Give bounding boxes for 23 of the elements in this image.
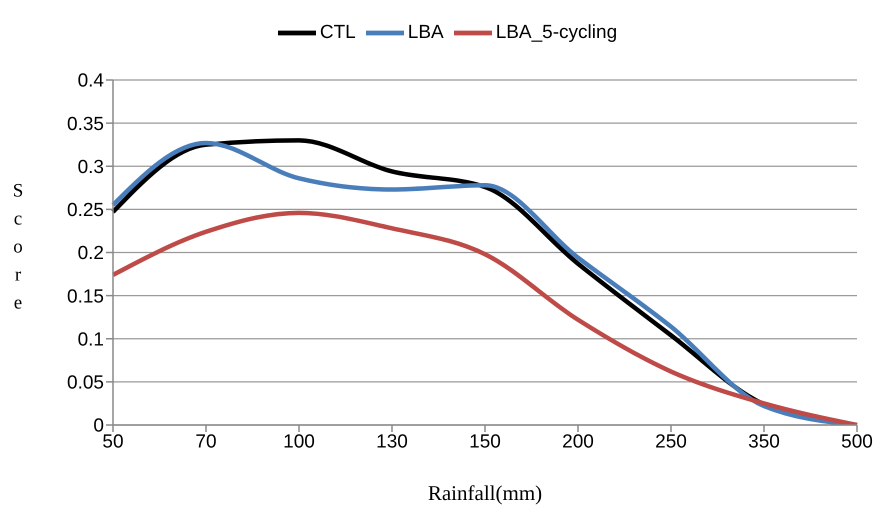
- y-tick-label: 0.2: [78, 243, 104, 264]
- x-tick-label: 130: [376, 431, 408, 452]
- y-tick-label: 0.05: [67, 372, 104, 394]
- legend-label: LBA: [408, 22, 444, 44]
- legend-label: CTL: [320, 22, 356, 44]
- y-tick-label: 0: [93, 416, 104, 437]
- x-axis-title: Rainfall(mm): [428, 481, 542, 505]
- x-tick-label: 150: [469, 431, 501, 452]
- y-axis-title: Score: [12, 180, 24, 314]
- y-tick-label: 0.15: [67, 286, 104, 308]
- x-tick-label: 200: [562, 431, 594, 452]
- y-tick-label: 0.4: [78, 70, 104, 92]
- y-tick-label: 0.3: [78, 156, 104, 178]
- x-tick-label: 100: [283, 431, 315, 452]
- y-tick-label: 0.25: [67, 200, 104, 222]
- x-tick-label: 500: [841, 431, 873, 452]
- x-tick-label: 350: [748, 431, 780, 452]
- legend-label: LBA_5-cycling: [496, 22, 618, 44]
- y-tick-label: 0.35: [67, 114, 104, 135]
- x-tick-label: 50: [102, 431, 124, 452]
- y-tick-label: 0.1: [78, 329, 104, 350]
- x-tick-label: 250: [655, 431, 687, 452]
- x-tick-label: 70: [195, 431, 217, 452]
